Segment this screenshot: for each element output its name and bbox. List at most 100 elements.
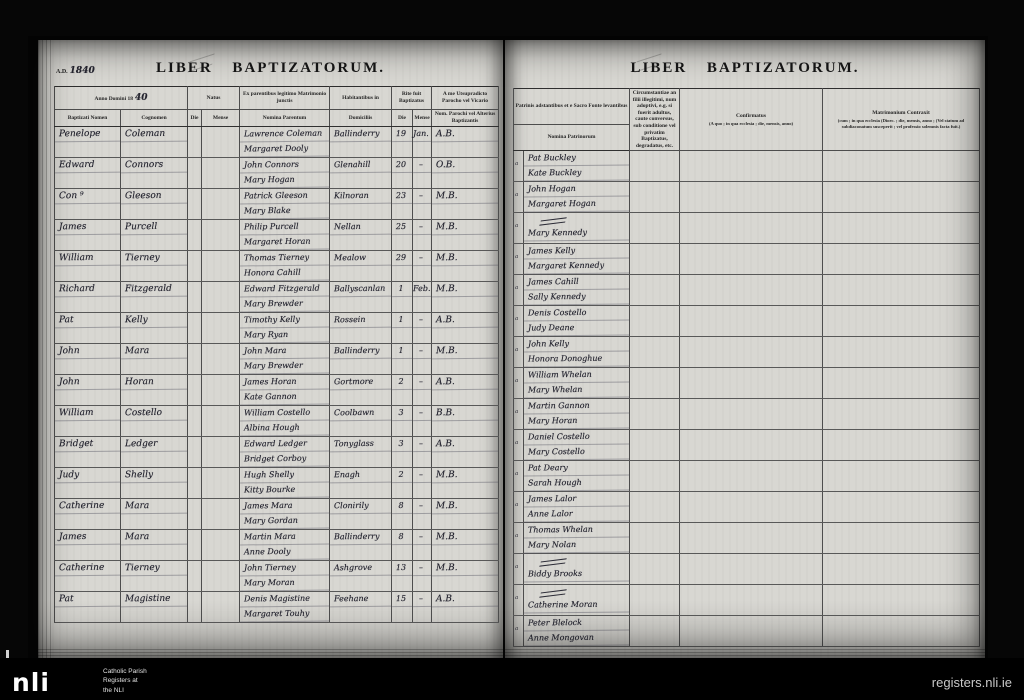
cell-domicile: Ballinderry	[329, 343, 393, 375]
parent-mother-handwriting: Margaret Horan	[239, 234, 330, 251]
priest-initials-handwriting: M.B.	[431, 467, 499, 484]
parent-mother-handwriting: Margaret Dooly	[239, 141, 330, 158]
cell-confirmatus	[679, 243, 823, 276]
ref-mark: a	[515, 471, 519, 478]
sponsor-second-handwriting: Kate Buckley	[523, 165, 630, 182]
cell-baptism-day: 2	[391, 467, 414, 499]
cell-natus-die	[187, 467, 203, 499]
cell-baptism-month: –	[412, 250, 433, 282]
baptism-day-handwriting: 1	[391, 281, 413, 298]
column-header-domiciliis: Domiciliis	[329, 109, 393, 127]
sponsor-entry-row: a John Kelly Honora Donoghue	[513, 336, 980, 369]
cell-matrimonium	[822, 367, 980, 400]
cell-priest-initials: M.B.	[431, 250, 500, 282]
cell-baptism-month: –	[412, 405, 433, 437]
baptism-month-handwriting: –	[412, 312, 432, 329]
cell-matrimonium	[822, 460, 980, 493]
baptism-day-handwriting: 8	[391, 498, 413, 515]
baptism-day-handwriting: 2	[391, 467, 413, 484]
surname-handwriting: Mara	[120, 498, 188, 515]
sponsor-second-handwriting: Mary Costello	[523, 444, 630, 461]
surname-handwriting: Fitzgerald	[120, 281, 188, 298]
sponsor-entry-row: a William Whelan Mary Whelan	[513, 367, 980, 400]
cell-baptism-day: 8	[391, 498, 414, 530]
sponsor-second-handwriting: Anne Lalor	[523, 506, 630, 523]
cell-baptism-day: 29	[391, 250, 414, 282]
sponsor-second-handwriting: Catherine Moran	[523, 597, 630, 614]
surname-handwriting: Mara	[120, 343, 188, 360]
parent-father-handwriting: John Connors	[239, 157, 330, 174]
domicile-handwriting: Kilnoran	[329, 188, 392, 205]
cell-natus-mense	[201, 188, 241, 220]
parent-father-handwriting: Patrick Gleeson	[239, 188, 330, 205]
cell-natus-die	[187, 498, 203, 530]
cell-natus-mense	[201, 560, 241, 592]
baptism-month-handwriting: –	[412, 250, 432, 267]
cell-natus-mense	[201, 467, 241, 499]
cell-surname: Fitzgerald	[119, 281, 189, 313]
cell-natus-die	[187, 126, 203, 158]
column-header-matrimonium: Matrimonium Contraxit (cum ; in qua eccle…	[822, 88, 980, 152]
domicile-handwriting: Ballinderry	[329, 529, 392, 546]
priest-initials-handwriting: M.B.	[431, 188, 499, 205]
year-handwritten: 1840	[69, 66, 95, 76]
cell-surname: Gleeson	[119, 188, 189, 220]
cell-baptism-month: –	[412, 591, 433, 623]
cell-natus-die	[187, 436, 203, 468]
domicile-handwriting: Tonyglass	[329, 436, 392, 453]
sponsor-first-handwriting: James Lalor	[523, 491, 630, 508]
cell-baptism-month: –	[412, 343, 433, 375]
cell-circumstantiae	[629, 491, 680, 524]
ref-mark: a	[515, 161, 519, 168]
cell-natus-die	[187, 529, 203, 561]
cell-given-name: Edward	[54, 157, 121, 189]
baptism-month-handwriting: –	[412, 498, 432, 515]
parent-father-handwriting: James Mara	[239, 498, 330, 515]
baptism-table-right: Patrinis adstantibus et e Sacro Fonte le…	[513, 88, 980, 648]
surname-handwriting: Coleman	[120, 126, 188, 143]
baptism-entry-row: Con ⁹ Gleeson Patrick Gleeson Mary Blake Kil…	[54, 188, 500, 220]
ref-mark: a	[515, 502, 519, 509]
baptism-month-handwriting: –	[412, 343, 432, 360]
cell-baptism-day: 23	[391, 188, 414, 220]
column-header-bapt-mense: Mense	[412, 109, 433, 127]
baptism-day-handwriting: 3	[391, 436, 413, 453]
cell-surname: Mara	[119, 529, 189, 561]
sponsor-entry-row: a Catherine Moran	[513, 584, 980, 617]
cell-baptism-month: –	[412, 560, 433, 592]
right-table-header: Patrinis adstantibus et e Sacro Fonte le…	[513, 88, 980, 152]
parent-mother-handwriting: Mary Blake	[239, 203, 330, 220]
header-group-row: Patrinis adstantibus et e Sacro Fonte le…	[513, 88, 980, 152]
sponsor-first-handwriting: William Whelan	[523, 367, 630, 384]
cell-sponsors: Pat Buckley Kate Buckley	[523, 150, 630, 183]
cell-parents: James Horan Kate Gannon	[239, 374, 331, 406]
baptism-entry-row: William Costello William Costello Albina Ho…	[54, 405, 500, 437]
domicile-handwriting: Gortmore	[329, 374, 392, 391]
cell-given-name: Richard	[54, 281, 121, 313]
ref-mark: a	[515, 347, 519, 354]
sponsor-second-handwriting: Sally Kennedy	[523, 289, 630, 306]
cell-domicile: Ballyscanlan	[329, 281, 393, 313]
cell-ref-mark: a	[513, 522, 524, 555]
cell-confirmatus	[679, 398, 823, 431]
baptism-day-handwriting: 8	[391, 529, 413, 546]
cell-ref-mark: a	[513, 398, 524, 431]
baptism-day-handwriting: 2	[391, 374, 413, 391]
cell-surname: Purcell	[119, 219, 189, 251]
baptism-month-handwriting: –	[412, 157, 432, 174]
cell-sponsors: Biddy Brooks	[523, 553, 630, 586]
ref-mark: a	[515, 533, 519, 540]
ref-mark: a	[515, 223, 519, 230]
cell-priest-initials: M.B.	[431, 281, 500, 313]
cell-baptism-month: –	[412, 374, 433, 406]
sponsor-entry-row: a Peter Blelock Anne Mongovan	[513, 615, 980, 648]
cell-sponsors: Martin Gannon Mary Horan	[523, 398, 630, 431]
surname-handwriting: Tierney	[120, 250, 188, 267]
given-name-handwriting: Edward	[54, 157, 121, 174]
cell-parents: Thomas Tierney Honora Cahill	[239, 250, 331, 282]
cell-natus-die	[187, 219, 203, 251]
given-name-handwriting: Catherine	[54, 560, 121, 577]
parent-mother-handwriting: Mary Hogan	[239, 172, 330, 189]
cell-matrimonium	[822, 398, 980, 431]
cell-ref-mark: a	[513, 274, 524, 307]
